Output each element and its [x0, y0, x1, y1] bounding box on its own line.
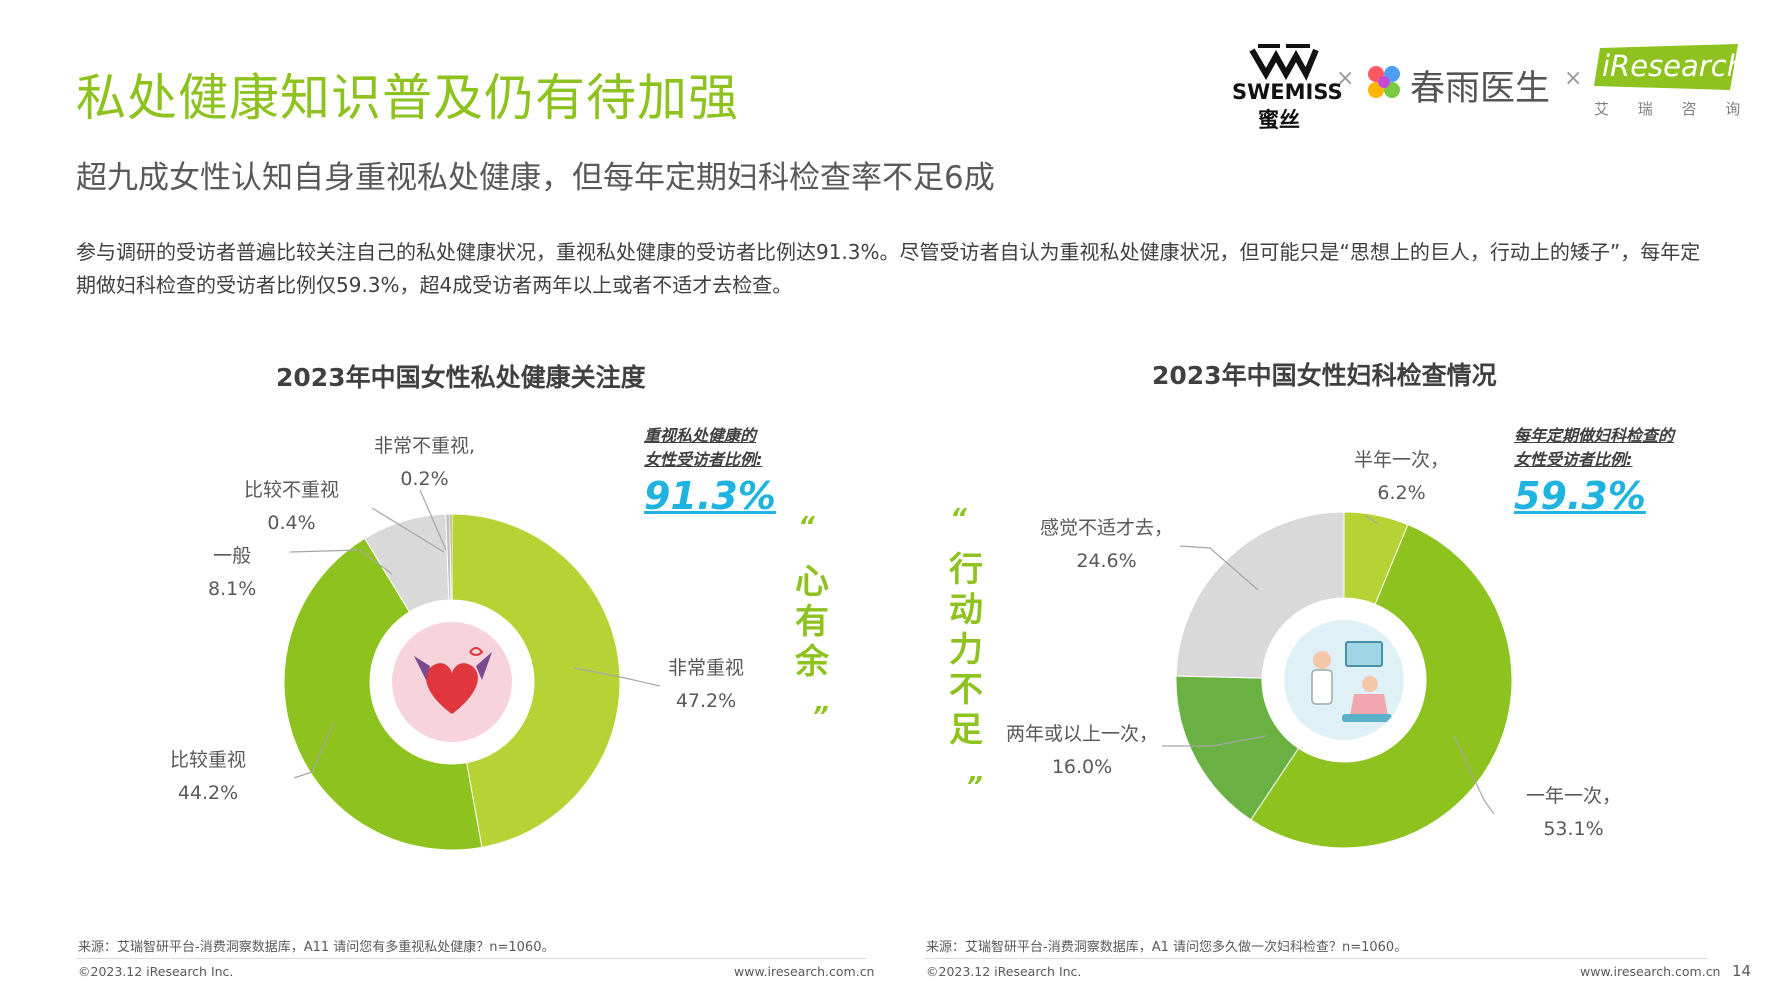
iresearch-banner-shape: [1594, 44, 1738, 90]
iresearch-logo-cn: 艾 瑞 咨 询: [1594, 100, 1753, 118]
label-name: 两年或以上一次，: [1006, 723, 1159, 745]
swemiss-logo-text: SWEMISS: [1232, 80, 1343, 104]
phrase-char: 有: [795, 602, 829, 642]
page-subtitle: 超九成女性认知自身重视私处健康，但每年定期妇科检查率不足6成: [76, 160, 995, 196]
right-phrase: 行 动 力 不 足: [944, 550, 988, 750]
swemiss-logo-cn: 蜜丝: [1258, 108, 1300, 132]
stat-caption-line2: 女性受访者比例:: [1514, 450, 1633, 469]
chart2-label-discomfort: 感觉不适才去， 24.6%: [1040, 512, 1173, 578]
chart2-center-illustration: [1284, 620, 1404, 740]
intro-paragraph: 参与调研的受访者普遍比较关注自己的私处健康状况，重视私处健康的受访者比例达91.…: [76, 240, 1701, 297]
left-phrase: 心 有 余: [790, 562, 834, 682]
stat-value: 59.3%: [1514, 474, 1646, 518]
label-value: 24.6%: [1076, 550, 1137, 572]
chart1-center-illustration: [392, 622, 512, 742]
chunyu-logo-text: 春雨医生: [1410, 69, 1551, 109]
label-name: 一般: [213, 545, 252, 567]
label-name: 一年一次，: [1526, 785, 1622, 807]
chart2-copyright: ©2023.12 iResearch Inc.: [926, 964, 1082, 979]
chart2-label-yearly: 一年一次， 53.1%: [1526, 780, 1621, 846]
right-phrase-quote-close: ”: [966, 772, 983, 802]
swemiss-mark-icon: [1249, 44, 1319, 81]
label-value: 8.1%: [208, 578, 257, 600]
stat-caption-line1: 重视私处健康的: [644, 426, 757, 445]
chart2-title: 2023年中国女性妇科检查情况: [1152, 361, 1497, 390]
chart1-label-not-at-all: 非常不重视, 0.2%: [374, 430, 475, 496]
iresearch-logo-text: iResearch: [1602, 49, 1746, 83]
footer-divider-left: [76, 958, 866, 959]
label-value: 47.2%: [675, 690, 737, 712]
right-phrase-quote-open: “: [950, 504, 967, 534]
chart1-label-average: 一般 8.1%: [208, 540, 256, 606]
iresearch-logo: iResearch 艾 瑞 咨 询: [1592, 44, 1752, 118]
label-value: 0.4%: [267, 512, 316, 534]
chart1-stat-callout: 重视私处健康的 女性受访者比例: 91.3%: [644, 424, 776, 518]
stat-caption-line2: 女性受访者比例:: [644, 450, 763, 469]
label-name: 非常不重视,: [374, 435, 476, 457]
swemiss-logo: SWEMISS 蜜丝: [1232, 44, 1343, 132]
chart2-label-half-year: 半年一次， 6.2%: [1354, 444, 1449, 510]
stat-value: 91.3%: [644, 474, 776, 518]
chart1-title: 2023年中国女性私处健康关注度: [276, 363, 646, 392]
label-name: 半年一次，: [1354, 449, 1450, 471]
chart2-source: 来源：艾瑞智研平台-消费洞察数据库，A1 请问您多久做一次妇科检查？n=1060…: [926, 940, 1408, 955]
gyn-exam-icon: [1311, 641, 1392, 722]
label-name: 感觉不适才去，: [1040, 517, 1174, 539]
label-name: 比较重视: [170, 749, 247, 771]
phrase-char: 余: [795, 642, 829, 682]
label-value: 16.0%: [1051, 756, 1113, 778]
chart1-label-not-important: 比较不重视 0.4%: [244, 474, 339, 540]
chart1-website: www.iresearch.com.cn: [734, 964, 875, 979]
page-number: 14: [1732, 962, 1752, 980]
chart1-label-very-important: 非常重视 47.2%: [668, 652, 744, 718]
label-value: 0.2%: [400, 468, 449, 490]
footer-divider-right: [924, 958, 1708, 959]
chart1-copyright: ©2023.12 iResearch Inc.: [78, 964, 234, 979]
chart2-slice-3: [1175, 511, 1345, 679]
page-title: 私处健康知识普及仍有待加强: [76, 69, 739, 127]
chart2-stat-callout: 每年定期做妇科检查的 女性受访者比例: 59.3%: [1514, 424, 1674, 518]
chart2-website: www.iresearch.com.cn: [1580, 964, 1721, 979]
phrase-char: 足: [949, 710, 983, 750]
logo-times-1: ×: [1336, 66, 1355, 91]
chart1-label-fairly-important: 比较重视 44.2%: [170, 744, 246, 810]
label-name: 比较不重视: [244, 479, 340, 501]
left-phrase-quote-close: ”: [812, 702, 829, 732]
label-value: 44.2%: [177, 782, 239, 804]
chart1-source: 来源：艾瑞智研平台-消费洞察数据库，A11 请问您有多重视私处健康？n=1060…: [78, 940, 555, 955]
phrase-char: 行: [949, 550, 983, 590]
heart-bouquet-icon: [414, 647, 492, 714]
phrase-char: 心: [795, 562, 829, 602]
label-value: 53.1%: [1543, 818, 1604, 840]
phrase-char: 力: [949, 630, 983, 670]
left-phrase-quote-open: “: [798, 512, 815, 542]
phrase-char: 动: [949, 590, 983, 630]
chunyu-flower-icon: [1368, 66, 1400, 98]
chart2-label-two-years: 两年或以上一次， 16.0%: [1006, 718, 1158, 784]
label-value: 6.2%: [1377, 482, 1426, 504]
phrase-char: 不: [949, 670, 983, 710]
logo-times-2: ×: [1564, 66, 1583, 91]
label-name: 非常重视: [668, 657, 745, 679]
stat-caption-line1: 每年定期做妇科检查的: [1514, 426, 1675, 445]
